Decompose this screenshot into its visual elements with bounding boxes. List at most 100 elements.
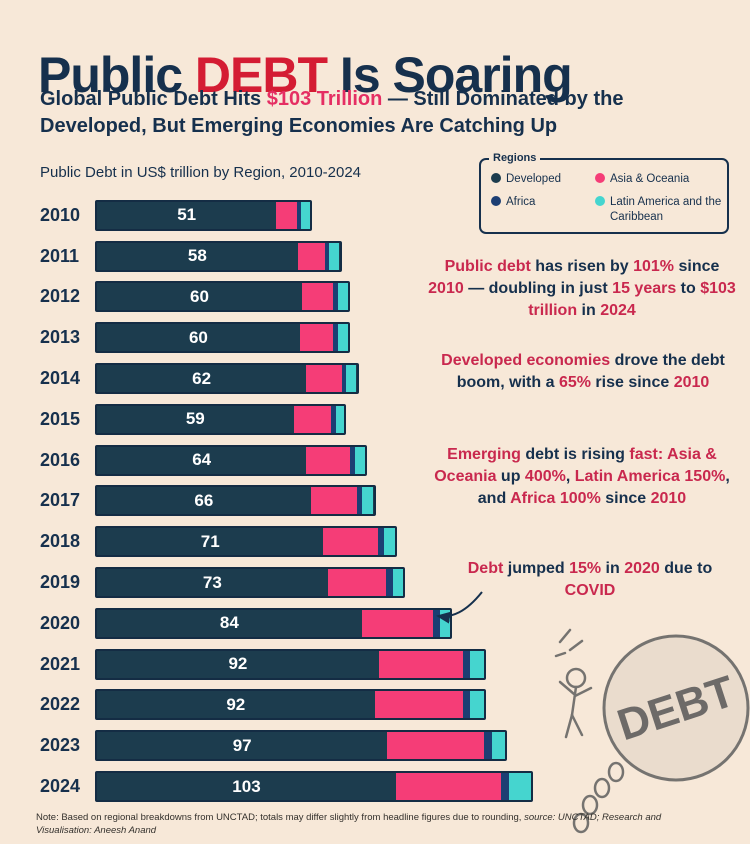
bar-value: 59 — [185, 409, 205, 429]
chart-row-2015: 2015 59 — [40, 399, 533, 440]
text-segment: in — [577, 302, 601, 320]
bar-segment-latin-america-and-the-caribbean — [383, 528, 395, 556]
chart-row-2021: 2021 92 — [40, 644, 533, 685]
bar-2024: 103 — [95, 771, 533, 803]
bar-value: 66 — [194, 490, 214, 510]
bar-segment-africa — [341, 365, 347, 393]
bar-segment-developed — [97, 609, 362, 637]
bar-segment-africa — [333, 324, 338, 352]
bar-2012: 60 — [95, 281, 350, 313]
chart-row-2023: 2023 97 — [40, 725, 533, 766]
bar-segment-asia-oceania — [306, 365, 342, 393]
bar-2014: 62 — [95, 363, 359, 395]
year-label: 2015 — [40, 408, 81, 429]
year-label: 2011 — [40, 245, 80, 266]
legend-items: Developed Asia & Oceania Africa Latin Ameri… — [491, 172, 721, 224]
bar-segment-developed — [97, 732, 388, 760]
title-part-3: Is Soaring — [327, 46, 573, 103]
bar-segment-asia-oceania — [301, 283, 334, 311]
stressed-person-figure — [554, 628, 593, 739]
bar-segment-africa — [462, 691, 471, 719]
text-segment: 2010 — [673, 374, 710, 392]
subtitle: Global Public Debt Hits $103 Trillion — … — [40, 86, 732, 140]
bar-segment-latin-america-and-the-caribbean — [300, 201, 310, 229]
chart-row-2013: 2013 60 — [40, 317, 533, 358]
chart-row-2011: 2011 58 — [40, 236, 533, 277]
bar-segment-africa — [501, 773, 509, 801]
annotation-covid: Debt jumped 15% in 2020 due to COVID — [452, 558, 728, 602]
bar-segment-asia-oceania — [378, 650, 463, 678]
bar-segment-latin-america-and-the-caribbean — [491, 732, 506, 760]
legend-swatch-africa — [491, 196, 501, 207]
legend-title: Regions — [489, 152, 541, 164]
bar-segment-africa — [297, 201, 301, 229]
year-label: 2024 — [40, 776, 81, 797]
legend-label: Africa — [506, 196, 536, 209]
bar-segment-asia-oceania — [374, 691, 463, 719]
year-label: 2019 — [40, 572, 81, 593]
bar-segment-asia-oceania — [323, 528, 378, 556]
bar-value: 97 — [232, 735, 252, 755]
bar-value: 60 — [190, 286, 209, 306]
bar-segment-latin-america-and-the-caribbean — [337, 283, 348, 311]
bar-segment-asia-oceania — [327, 569, 387, 597]
footnote: Note: Based on regional breakdowns from … — [36, 812, 686, 838]
text-segment: drove the debt boom, with a — [456, 352, 725, 392]
year-label: 2017 — [40, 490, 81, 511]
bar-segment-developed — [97, 569, 328, 597]
legend-item-developed: Developed — [491, 172, 591, 186]
bar-value: 73 — [202, 572, 222, 592]
year-label: 2022 — [40, 694, 81, 715]
bar-2023: 97 — [95, 730, 508, 762]
text-segment: $103 Trillion — [266, 88, 383, 110]
chart-row-2022: 2022 92 — [40, 685, 533, 726]
chart-row-2020: 2020 84 — [40, 603, 533, 644]
text-segment: 2010 — [650, 490, 687, 508]
legend-label: Asia & Oceania — [610, 173, 690, 185]
bar-segment-africa — [462, 650, 471, 678]
chart-rows: 2010 51 2011 58 2012 60 2013 60 2014 62 2015 59 2016… — [40, 195, 533, 807]
bar-segment-developed — [97, 324, 300, 352]
text-segment: 2010 — [428, 280, 464, 298]
chart-row-2024: 2024 103 — [40, 766, 533, 807]
text-segment: to — [676, 280, 701, 298]
bar-segment-asia-oceania — [297, 242, 325, 270]
text-segment: Debt — [467, 560, 504, 577]
bar-value: 103 — [232, 776, 261, 796]
year-label: 2020 — [40, 612, 81, 633]
text-segment: $103 trillion — [528, 280, 736, 320]
bar-segment-latin-america-and-the-caribbean — [470, 691, 484, 719]
text-segment: Asia & Oceania — [434, 446, 717, 486]
bar-segment-africa — [333, 283, 338, 311]
text-segment: due to — [659, 560, 713, 577]
bar-2019: 73 — [95, 567, 406, 599]
text-segment: fast: — [629, 446, 664, 463]
bar-value: 62 — [192, 368, 212, 388]
text-segment: 2024 — [600, 302, 636, 320]
chart-row-2012: 2012 60 — [40, 277, 533, 318]
debt-ball-illustration: DEBT — [554, 628, 750, 834]
bar-segment-latin-america-and-the-caribbean — [355, 446, 365, 474]
legend-label: Latin America and the Caribbean — [610, 196, 722, 223]
annotation-total-rise: Public debt has risen by 101% since 2010… — [428, 256, 736, 322]
bar-2018: 71 — [95, 526, 397, 558]
legend-swatch-developed — [491, 173, 501, 183]
bar-segment-latin-america-and-the-caribbean — [337, 324, 348, 352]
bar-value: 92 — [228, 654, 248, 674]
legend-swatch-asia-oceania — [595, 173, 605, 183]
text-segment: Note: Based on regional breakdowns from … — [36, 812, 525, 823]
bar-segment-africa — [331, 405, 336, 433]
bar-segment-asia-oceania — [276, 201, 298, 229]
bar-segment-developed — [97, 405, 294, 433]
text-segment: 400% — [524, 468, 566, 486]
bar-segment-latin-america-and-the-caribbean — [335, 405, 344, 433]
bar-segment-asia-oceania — [306, 446, 351, 474]
bar-value: 64 — [192, 450, 212, 470]
bar-segment-developed — [97, 487, 311, 515]
text-segment: Emerging — [447, 446, 521, 463]
bar-2010: 51 — [95, 199, 312, 231]
legend-item-africa: Africa — [491, 195, 591, 224]
bar-segment-asia-oceania — [387, 732, 485, 760]
bar-value: 92 — [226, 694, 246, 714]
chart-caption: Public Debt in US$ trillion by Region, 2… — [40, 164, 362, 181]
